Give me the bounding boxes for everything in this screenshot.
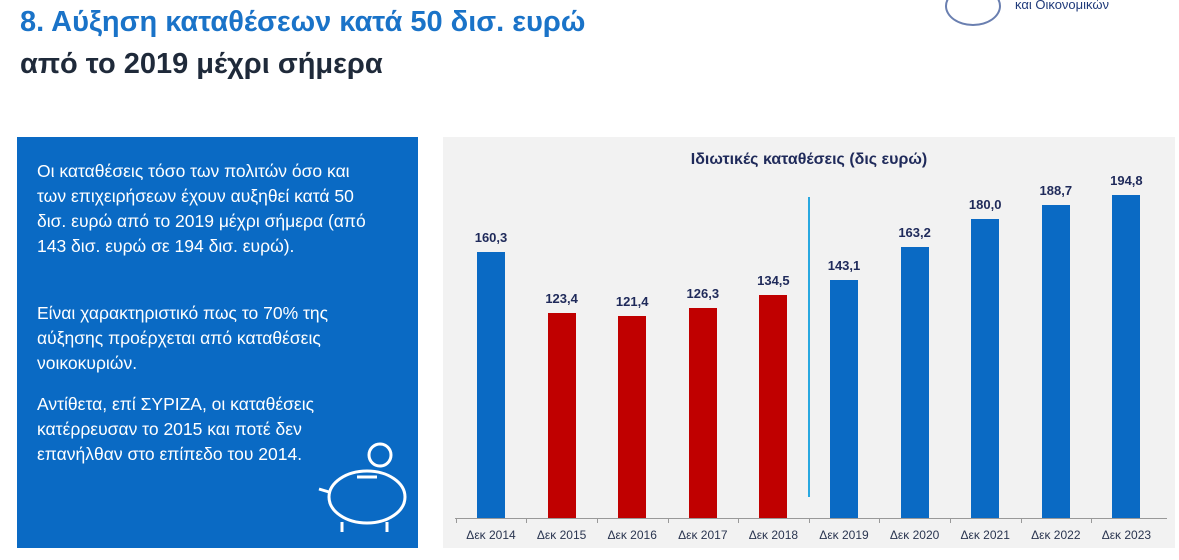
- x-tick: [738, 518, 740, 523]
- bar: [477, 251, 505, 518]
- piggy-bank-icon: [318, 442, 407, 532]
- bar: [1041, 204, 1070, 518]
- bar: [1112, 194, 1141, 518]
- paragraph-1: Οι καταθέσεις τόσο των πολιτών όσο και τ…: [37, 161, 366, 256]
- logo-text: και Οικονομικών: [1015, 0, 1110, 12]
- x-axis: [455, 518, 1167, 519]
- x-tick: [949, 518, 951, 523]
- bar: [688, 308, 717, 518]
- data-label: 126,3: [686, 286, 720, 302]
- paragraph-2: Είναι χαρακτηριστικό πως το 70% της αύξη…: [37, 303, 329, 373]
- deposits-chart: Ιδιωτικές καταθέσεις (δις ευρώ) 160,3 Δεκ…: [443, 137, 1175, 548]
- x-tick-label: Δεκ 2015: [536, 528, 587, 542]
- info-panel: Οι καταθέσεις τόσο των πολιτών όσο και τ…: [17, 137, 418, 548]
- data-label: 194,8: [1110, 172, 1143, 188]
- x-tick: [879, 518, 881, 523]
- chart-title: Ιδιωτικές καταθέσεις (δις ευρώ): [690, 151, 928, 168]
- data-label: 123,4: [545, 291, 578, 307]
- ministry-emblem-icon: [945, 0, 1001, 26]
- x-tick-label: Δεκ 2016: [607, 528, 657, 542]
- x-tick: [526, 518, 528, 523]
- data-label: 180,0: [968, 197, 1002, 213]
- title-line-2: από το 2019 μέχρι σήμερα: [20, 48, 383, 80]
- x-tick-label: Δεκ 2018: [748, 528, 799, 542]
- data-label: 143,1: [827, 258, 861, 274]
- x-tick-label: Δεκ 2017: [678, 528, 728, 542]
- title-line-1: 8. Αύξηση καταθέσεων κατά 50 δισ. ευρώ: [20, 6, 586, 38]
- x-tick-label: Δεκ 2021: [960, 528, 1010, 542]
- bar: [971, 219, 1000, 518]
- period-divider: [808, 197, 810, 497]
- paragraph-3: Αντίθετα, επί ΣΥΡΙΖΑ, οι καταθέσεις κατέ…: [37, 394, 315, 464]
- x-tick: [808, 518, 810, 523]
- x-tick-label: Δεκ 2019: [819, 528, 869, 542]
- x-tick-label: Δεκ 2020: [889, 528, 940, 542]
- x-tick-label: Δεκ 2022: [1031, 528, 1081, 542]
- x-tick: [455, 518, 457, 523]
- bar: [900, 247, 929, 518]
- x-tick-label: Δεκ 2023: [1101, 528, 1152, 542]
- data-label: 160,3: [474, 229, 508, 245]
- x-tick-label: Δεκ 2014: [466, 528, 516, 542]
- data-label: 163,2: [898, 225, 931, 241]
- x-tick: [1091, 518, 1093, 523]
- bar: [618, 316, 647, 518]
- x-tick: [667, 518, 669, 523]
- data-label: 188,7: [1039, 182, 1073, 198]
- bar: [830, 280, 858, 518]
- bar: [759, 294, 788, 518]
- x-tick: [596, 518, 598, 523]
- bar: [547, 313, 576, 518]
- data-label: 121,4: [615, 294, 649, 310]
- x-tick: [1020, 518, 1022, 523]
- data-label: 134,5: [757, 272, 790, 288]
